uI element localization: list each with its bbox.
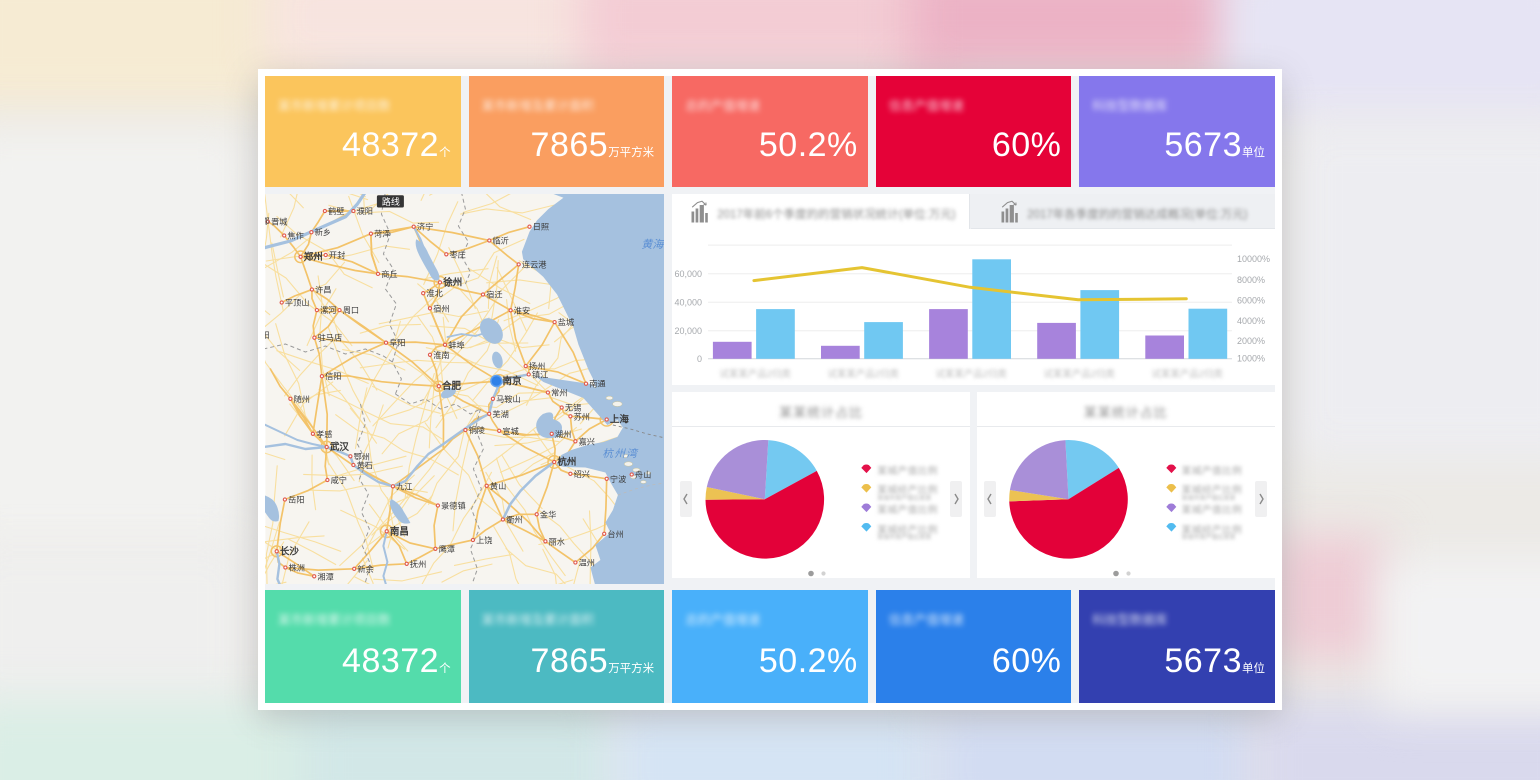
- svg-text:4000%: 4000%: [1237, 316, 1265, 326]
- svg-text:开封: 开封: [329, 250, 345, 260]
- svg-text:无锡: 无锡: [565, 403, 581, 412]
- svg-text:濮阳: 濮阳: [357, 206, 373, 216]
- svg-text:宿州: 宿州: [433, 303, 449, 313]
- svg-text:许昌: 许昌: [315, 284, 331, 294]
- svg-text:0: 0: [697, 354, 702, 364]
- svg-text:温州: 温州: [579, 558, 595, 567]
- svg-text:宣城: 宣城: [502, 425, 518, 435]
- svg-text:湘潭: 湘潭: [317, 571, 333, 581]
- svg-text:宁波: 宁波: [610, 473, 626, 483]
- svg-text:常州: 常州: [551, 387, 567, 397]
- svg-text:60,000: 60,000: [675, 269, 702, 279]
- svg-text:新余: 新余: [357, 563, 373, 573]
- svg-text:绍兴: 绍兴: [574, 468, 590, 478]
- svg-text:晋城: 晋城: [271, 217, 287, 226]
- svg-text:40,000: 40,000: [675, 297, 702, 307]
- svg-text:铜陵: 铜陵: [469, 425, 485, 435]
- svg-text:合肥: 合肥: [442, 380, 462, 392]
- svg-text:20,000: 20,000: [675, 326, 702, 336]
- svg-text:阳: 阳: [265, 331, 270, 340]
- svg-text:盐城: 盐城: [558, 317, 574, 327]
- svg-text:日照: 日照: [533, 222, 549, 231]
- svg-text:马鞍山: 马鞍山: [496, 393, 521, 403]
- svg-text:株洲: 株洲: [289, 562, 305, 572]
- svg-text:湖州: 湖州: [555, 429, 571, 438]
- svg-text:杭州: 杭州: [557, 456, 576, 468]
- svg-text:扬州: 扬州: [529, 361, 545, 371]
- svg-text:2000%: 2000%: [1237, 336, 1265, 346]
- svg-text:商丘: 商丘: [381, 268, 397, 278]
- svg-text:衢州: 衢州: [506, 514, 522, 524]
- svg-text:蚌埠: 蚌埠: [448, 339, 464, 349]
- svg-text:淮北: 淮北: [426, 288, 442, 298]
- svg-text:长沙: 长沙: [280, 545, 300, 557]
- svg-text:镇江: 镇江: [532, 369, 548, 379]
- svg-text:8000%: 8000%: [1237, 275, 1265, 285]
- svg-text:黄山: 黄山: [490, 480, 506, 490]
- svg-text:连云港: 连云港: [522, 259, 547, 269]
- svg-text:邯: 邯: [265, 216, 270, 226]
- svg-text:抚州: 抚州: [410, 558, 426, 568]
- svg-text:周口: 周口: [343, 306, 359, 315]
- svg-text:淮南: 淮南: [433, 349, 449, 359]
- svg-text:漯河: 漯河: [320, 305, 336, 315]
- svg-text:金华: 金华: [540, 509, 556, 519]
- svg-text:信阳: 信阳: [325, 371, 341, 381]
- svg-text:鹤壁: 鹤壁: [328, 206, 344, 216]
- svg-text:6000%: 6000%: [1237, 295, 1265, 305]
- svg-text:南昌: 南昌: [390, 525, 409, 537]
- svg-text:杭州湾: 杭州湾: [602, 448, 638, 460]
- svg-text:宿迁: 宿迁: [486, 289, 502, 299]
- svg-text:南通: 南通: [589, 378, 605, 388]
- svg-text:芜湖: 芜湖: [492, 408, 508, 418]
- svg-text:景德镇: 景德镇: [441, 500, 466, 510]
- svg-text:舟山: 舟山: [635, 469, 651, 479]
- svg-text:鹰潭: 鹰潭: [439, 543, 455, 553]
- svg-text:武汉: 武汉: [330, 441, 350, 453]
- svg-text:驻马店: 驻马店: [318, 332, 343, 342]
- svg-text:岳阳: 岳阳: [288, 494, 304, 504]
- svg-text:随州: 随州: [294, 393, 310, 403]
- svg-text:淮安: 淮安: [514, 305, 530, 315]
- svg-text:台州: 台州: [607, 528, 623, 538]
- svg-text:1000%: 1000%: [1237, 354, 1265, 364]
- svg-text:平顶山: 平顶山: [285, 297, 310, 307]
- svg-text:菏泽: 菏泽: [374, 228, 390, 238]
- svg-text:嘉兴: 嘉兴: [579, 436, 595, 446]
- svg-text:徐州: 徐州: [442, 276, 462, 288]
- svg-text:鄂州: 鄂州: [354, 452, 370, 461]
- svg-text:南京: 南京: [503, 375, 523, 387]
- svg-text:上海: 上海: [610, 413, 630, 425]
- svg-text:咸宁: 咸宁: [331, 475, 347, 485]
- svg-text:苏州: 苏州: [574, 411, 590, 421]
- svg-text:上饶: 上饶: [476, 535, 492, 545]
- svg-text:黄石: 黄石: [357, 460, 373, 470]
- svg-text:阜阳: 阜阳: [389, 337, 405, 347]
- svg-text:黄海: 黄海: [641, 238, 664, 251]
- svg-text:郑州: 郑州: [304, 250, 323, 262]
- svg-text:枣庄: 枣庄: [450, 249, 466, 259]
- svg-text:九江: 九江: [396, 482, 412, 491]
- svg-text:焦作: 焦作: [287, 230, 303, 240]
- svg-text:新乡: 新乡: [315, 227, 331, 237]
- svg-text:10000%: 10000%: [1237, 254, 1270, 264]
- svg-text:孝感: 孝感: [316, 428, 332, 438]
- svg-text:临沂: 临沂: [493, 235, 509, 245]
- svg-text:丽水: 丽水: [549, 536, 565, 546]
- svg-text:路线: 路线: [382, 195, 400, 206]
- svg-text:济宁: 济宁: [417, 221, 433, 231]
